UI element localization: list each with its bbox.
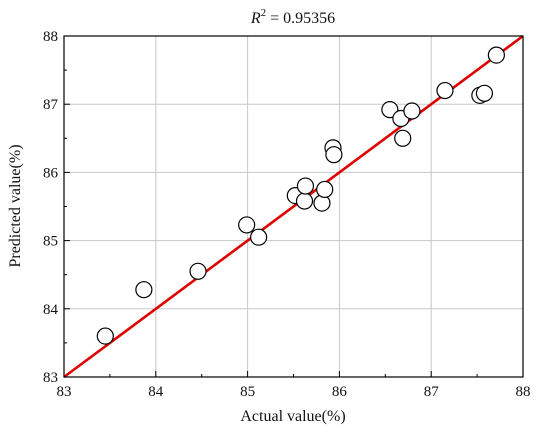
- data-point: [189, 262, 207, 280]
- axis-ticks: [63, 35, 524, 378]
- y-tick-label: 84: [43, 302, 59, 318]
- y-tick-label: 83: [43, 370, 58, 386]
- grid-lines: [64, 36, 523, 377]
- x-tick-label: 86: [332, 384, 348, 400]
- fit-line: [63, 34, 524, 379]
- x-axis-label: Actual value(%): [240, 408, 345, 425]
- data-point: [295, 192, 314, 210]
- data-point: [475, 84, 494, 102]
- x-tick-label: 85: [240, 384, 255, 400]
- title-value: = 0.95356: [266, 10, 335, 27]
- data-point: [135, 281, 153, 299]
- title-r-superscript: 2: [261, 7, 267, 19]
- y-tick-label: 85: [43, 234, 58, 250]
- data-point: [325, 146, 343, 164]
- y-tick-label: 87: [43, 97, 59, 113]
- x-tick-label: 88: [516, 384, 531, 400]
- data-point: [316, 180, 334, 199]
- data-point: [238, 216, 256, 234]
- y-axis-label: Predicted value(%): [7, 144, 24, 267]
- data-points: [96, 46, 505, 345]
- data-point: [296, 177, 315, 195]
- data-point: [436, 81, 454, 100]
- data-point: [487, 46, 505, 64]
- fit-line-layer: [63, 34, 524, 379]
- data-point: [96, 327, 114, 345]
- data-point: [250, 228, 268, 246]
- x-tick-label: 87: [424, 384, 440, 400]
- x-tick-label: 84: [148, 384, 164, 400]
- y-tick-label: 86: [43, 165, 59, 181]
- x-tick-label: 83: [57, 384, 72, 400]
- y-tick-label: 88: [43, 29, 58, 45]
- title-r-symbol: R: [250, 10, 261, 27]
- data-point: [403, 102, 421, 120]
- chart-title: R2 = 0.95356: [250, 7, 335, 27]
- data-point: [394, 129, 412, 147]
- tick-labels: 83 84 85 86 87 88 83 84 85 86 87 88: [43, 29, 531, 400]
